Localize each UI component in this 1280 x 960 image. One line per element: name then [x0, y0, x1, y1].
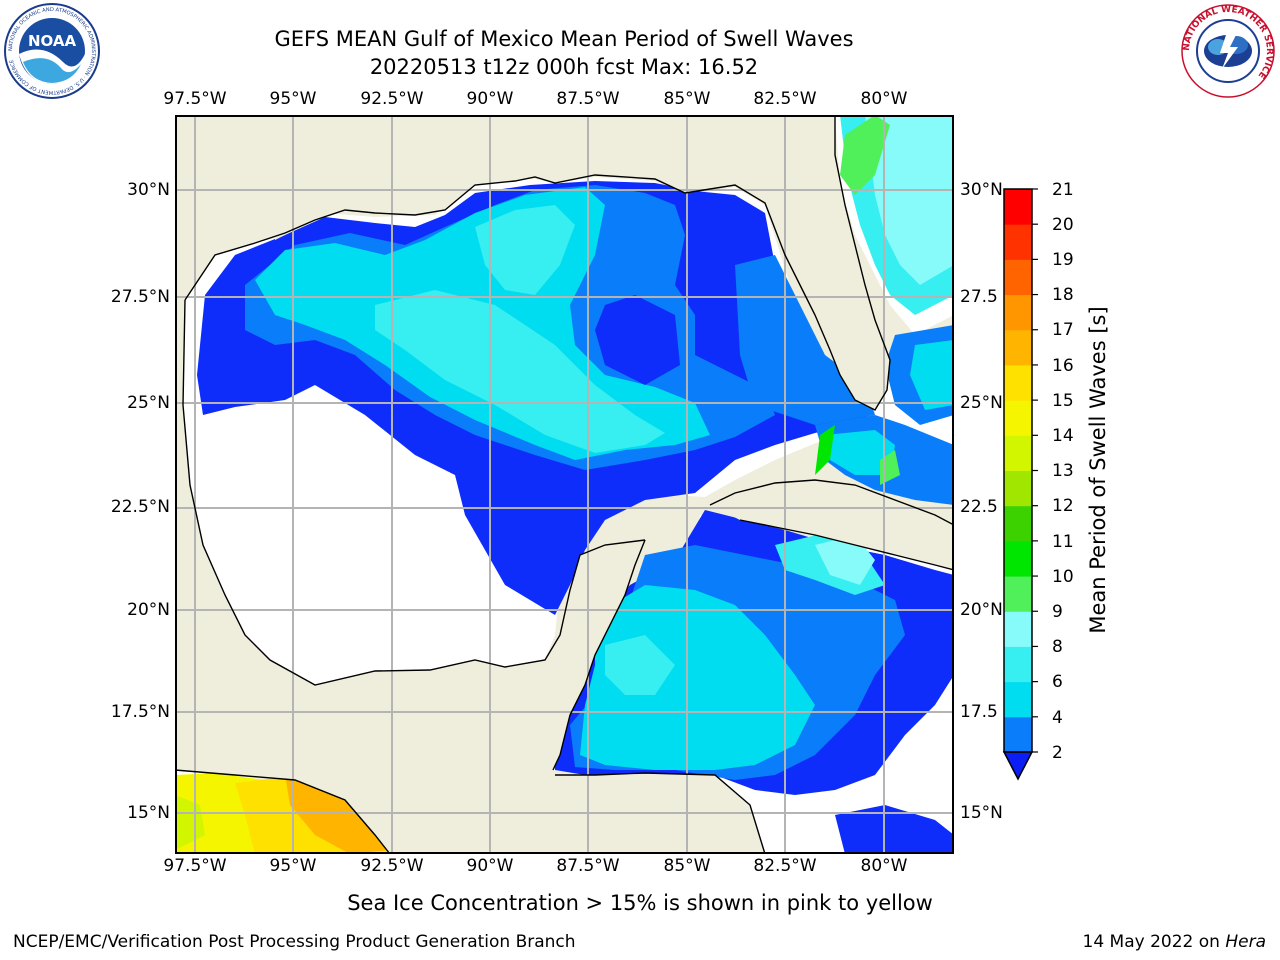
lon-label-bottom: 95°W: [269, 856, 317, 876]
lon-label-top: 85°W: [663, 89, 711, 109]
colorbar-label: Mean Period of Swell Waves [s]: [1086, 306, 1110, 634]
chart-subtitle: 20220513 t12z 000h fcst Max: 16.52: [369, 55, 759, 79]
lon-label-bottom: 90°W: [466, 856, 514, 876]
lat-label-left: 20°N: [127, 600, 170, 620]
lat-label-left: 15°N: [127, 803, 170, 823]
colorbar-segment: [1004, 364, 1032, 401]
colorbar-segment: [1004, 470, 1032, 507]
lat-label-left: 17.5°N: [110, 702, 170, 722]
map-border: [175, 115, 954, 854]
colorbar-segment: [1004, 329, 1032, 366]
mexico-land: [175, 115, 555, 854]
colorbar-tick: 20: [1052, 215, 1074, 235]
coastlines: [175, 115, 954, 854]
colorbar-tick: 14: [1052, 426, 1074, 446]
cuba-land: [710, 480, 954, 570]
graticule: [175, 115, 954, 854]
lon-label-top: 97.5°W: [163, 89, 227, 109]
lon-label-bottom: 87.5°W: [556, 856, 620, 876]
colorbar-segment: [1004, 646, 1032, 683]
lon-label-top: 80°W: [860, 89, 908, 109]
colorbar-tick: 4: [1052, 708, 1063, 728]
nws-logo: NATIONAL WEATHER SERVICE: [1181, 4, 1275, 98]
noaa-logo: NOAA NATIONAL OCEANIC AND ATMOSPHERIC AD…: [4, 3, 100, 99]
yucatan-land: [475, 540, 645, 775]
colorbar-tick: 8: [1052, 637, 1063, 657]
colorbar-segment: [1004, 259, 1032, 296]
lat-label-right: 25°N: [960, 393, 1003, 413]
colorbar-segment: [1004, 189, 1032, 225]
colorbar-segment: [1004, 435, 1032, 471]
lon-label-bottom: 97.5°W: [163, 856, 227, 876]
colorbar-tick: 9: [1052, 602, 1063, 622]
colorbar-tick: 18: [1052, 285, 1074, 305]
colorbar-tick: 2: [1052, 743, 1063, 763]
svg-text:NOAA: NOAA: [28, 32, 77, 50]
colorbar-tick: 12: [1052, 496, 1074, 516]
lat-label-right: 20°N: [960, 600, 1003, 620]
colorbar-tick: 15: [1052, 391, 1074, 411]
lat-label-right: 17.5: [960, 702, 998, 722]
lon-label-top: 90°W: [466, 89, 514, 109]
colorbar-tick: 10: [1052, 567, 1074, 587]
colorbar-tick: 11: [1052, 532, 1074, 552]
colorbar-segment: [1004, 505, 1032, 542]
colorbar-segment: [1004, 224, 1032, 260]
colorbar-segment: [1004, 294, 1032, 331]
date-stamp: 14 May 2022 on Hera: [1083, 932, 1267, 952]
lat-label-right: 22.5: [960, 497, 998, 517]
machine-name: Hera: [1225, 932, 1266, 952]
colorbar-segment: [1004, 576, 1032, 612]
sea-ice-note: Sea Ice Concentration > 15% is shown in …: [347, 891, 933, 915]
colorbar: [1002, 188, 1038, 781]
colorbar-tick: 21: [1052, 180, 1074, 200]
colorbar-segment: [1004, 716, 1032, 753]
colorbar-tick: 6: [1052, 672, 1063, 692]
lat-label-left: 22.5°N: [110, 497, 170, 517]
lon-label-bottom: 85°W: [663, 856, 711, 876]
lat-label-left: 27.5°N: [110, 287, 170, 307]
lat-label-right: 27.5: [960, 287, 998, 307]
colorbar-segment: [1004, 400, 1032, 436]
lon-label-top: 92.5°W: [360, 89, 424, 109]
colorbar-tick: 13: [1052, 461, 1074, 481]
lat-label-left: 25°N: [127, 393, 170, 413]
credit-text: NCEP/EMC/Verification Post Processing Pr…: [13, 932, 576, 952]
colorbar-extend-arrow: [1002, 751, 1034, 781]
lon-label-bottom: 80°W: [860, 856, 908, 876]
lon-label-top: 82.5°W: [753, 89, 817, 109]
us-land: [275, 115, 890, 410]
lat-label-right: 30°N: [960, 180, 1003, 200]
chart-title: GEFS MEAN Gulf of Mexico Mean Period of …: [274, 27, 854, 51]
lon-label-top: 87.5°W: [556, 89, 620, 109]
lon-label-bottom: 82.5°W: [753, 856, 817, 876]
lon-label-bottom: 92.5°W: [360, 856, 424, 876]
colorbar-tick: 19: [1052, 250, 1074, 270]
colorbar-segment: [1004, 611, 1032, 647]
colorbar-segment: [1004, 540, 1032, 577]
lat-label-left: 30°N: [127, 180, 170, 200]
lat-label-right: 15°N: [960, 803, 1003, 823]
colorbar-segment: [1004, 681, 1032, 718]
date-text: 14 May 2022 on: [1082, 932, 1220, 952]
colorbar-tick: 17: [1052, 320, 1074, 340]
colorbar-tick: 16: [1052, 356, 1074, 376]
map-frame: [175, 115, 954, 854]
lon-label-top: 95°W: [269, 89, 317, 109]
